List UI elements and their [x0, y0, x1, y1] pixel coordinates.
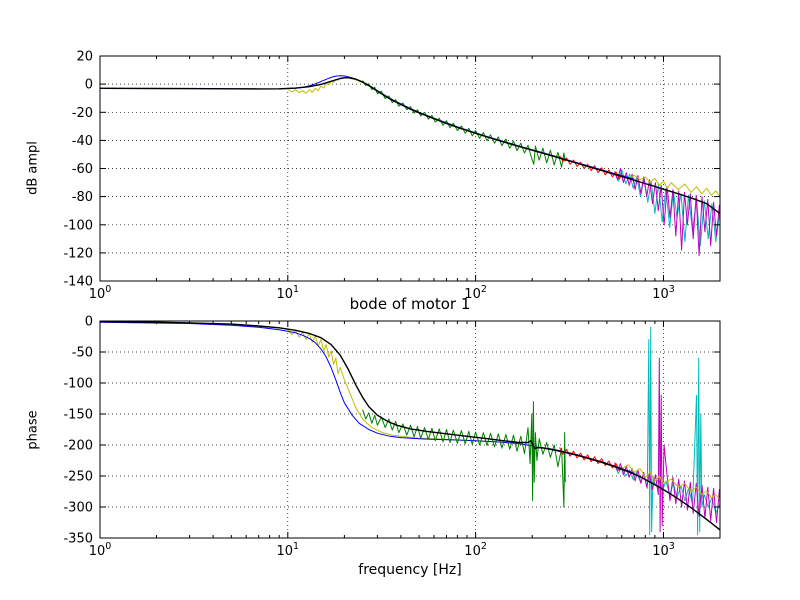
y-tick-label: -20 [72, 106, 93, 121]
series-measured-red-line [559, 155, 623, 180]
series-measured-yellow-line [287, 77, 720, 197]
series-measured-green-line [362, 401, 566, 508]
series-measured-green-line [362, 80, 566, 168]
series-model-line [100, 77, 720, 215]
series-measured-red-line [559, 447, 623, 471]
y-tick-label: -50 [72, 346, 93, 361]
series-measured-magenta-line [614, 168, 720, 257]
data-region [100, 321, 720, 536]
series-model-line [100, 321, 720, 531]
y-tick-label: -60 [72, 162, 93, 177]
axes-border [99, 320, 721, 539]
y-axis-label-phase: phase [25, 410, 41, 450]
series-measured-yellow-line [287, 329, 720, 500]
y-tick-label: -100 [63, 377, 93, 392]
y-tick-label: -250 [63, 470, 93, 485]
y-axis-label-amplitude: dB ampl [25, 141, 41, 195]
x-tick-label: 101 [277, 541, 300, 559]
plot-title: bode of motor 1 [349, 295, 471, 313]
x-axis-label: frequency [Hz] [358, 562, 462, 578]
y-tick-label: -120 [63, 246, 93, 261]
x-tick-label: 103 [652, 541, 675, 559]
y-tick-label: -100 [63, 218, 93, 233]
x-tick-label: 100 [89, 541, 112, 559]
y-tick-label: 0 [85, 78, 93, 93]
series-measured-cyan-line [614, 169, 720, 247]
series-measured-magenta-line [614, 357, 720, 533]
y-tick-label: -200 [63, 439, 93, 454]
data-region [100, 75, 720, 257]
y-tick-label: -350 [63, 532, 93, 547]
y-tick-label: -140 [63, 275, 93, 290]
series-measured-cyan-line [614, 326, 720, 536]
y-tick-label: -150 [63, 408, 93, 423]
y-tick-label: 20 [76, 50, 93, 65]
y-tick-label: -80 [72, 190, 93, 205]
y-tick-label: -40 [72, 134, 93, 149]
y-tick-label: 0 [85, 315, 93, 330]
y-tick-label: -300 [63, 501, 93, 516]
x-tick-label: 102 [464, 541, 487, 559]
